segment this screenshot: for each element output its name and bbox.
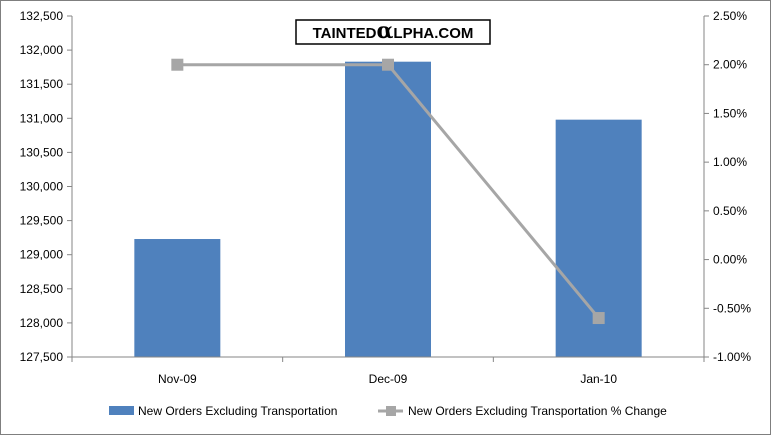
right-tick-label: 0.50% — [713, 204, 747, 218]
pct-change-marker-jan-10 — [592, 312, 605, 325]
left-tick-label: 131,000 — [20, 111, 64, 125]
right-tick-label: 1.50% — [713, 106, 747, 120]
left-tick-label: 129,500 — [20, 214, 64, 228]
legend: New Orders Excluding Transportation New … — [109, 404, 667, 418]
legend-item-bar: New Orders Excluding Transportation — [109, 404, 337, 418]
right-tick-label: 0.00% — [713, 253, 747, 267]
axes-layer — [67, 15, 709, 362]
left-tick-label: 128,000 — [20, 316, 64, 330]
right-tick-label: -1.00% — [713, 350, 751, 364]
legend-line-marker — [386, 406, 396, 416]
left-tick-label: 130,500 — [20, 145, 64, 159]
x-category-label: Dec-09 — [369, 372, 408, 386]
legend-bar-label: New Orders Excluding Transportation — [138, 404, 337, 418]
left-tick-label: 128,500 — [20, 282, 64, 296]
left-tick-label: 127,500 — [20, 350, 64, 364]
left-tick-label: 131,500 — [20, 77, 64, 91]
pct-change-marker-nov-09 — [171, 58, 184, 71]
bar-dec-09 — [345, 61, 431, 357]
left-tick-label: 130,000 — [20, 180, 64, 194]
left-tick-label: 129,000 — [20, 248, 64, 262]
watermark-alpha: α — [376, 18, 393, 44]
legend-line-label: New Orders Excluding Transportation % Ch… — [408, 404, 667, 418]
legend-bar-swatch — [109, 406, 134, 415]
right-tick-label: 1.00% — [713, 155, 747, 169]
watermark-text: TAINTEDαLPHA.COM — [313, 18, 474, 44]
legend-item-line: New Orders Excluding Transportation % Ch… — [378, 404, 667, 418]
left-tick-label: 132,000 — [20, 43, 64, 57]
pct-change-marker-dec-09 — [382, 58, 394, 71]
watermark-logo: TAINTEDαLPHA.COM — [295, 18, 491, 45]
bars-layer — [134, 61, 642, 357]
watermark-prefix: TAINTED — [313, 25, 377, 42]
right-tick-label: 2.00% — [713, 58, 747, 72]
watermark-box — [295, 19, 491, 45]
ticks-layer: 127,500 128,000 128,500 129,000 129,500 130,0… — [20, 9, 752, 386]
x-category-label: Nov-09 — [158, 372, 197, 386]
line-layer — [171, 58, 605, 325]
watermark-suffix: LPHA.COM — [393, 25, 473, 42]
x-category-label: Jan-10 — [580, 372, 617, 386]
right-tick-label: 2.50% — [713, 9, 747, 23]
left-tick-label: 132,500 — [20, 9, 64, 23]
right-tick-label: -0.50% — [713, 301, 751, 315]
bar-nov-09 — [134, 239, 221, 357]
